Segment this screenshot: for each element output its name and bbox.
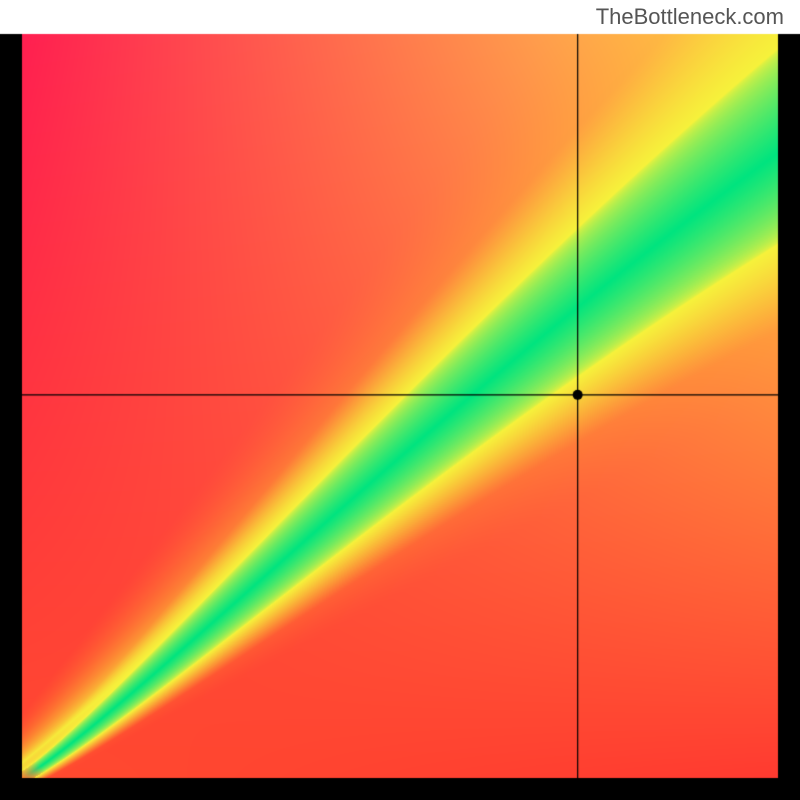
bottleneck-heatmap-canvas (0, 0, 800, 800)
chart-container: TheBottleneck.com (0, 0, 800, 800)
watermark-text: TheBottleneck.com (596, 4, 784, 30)
